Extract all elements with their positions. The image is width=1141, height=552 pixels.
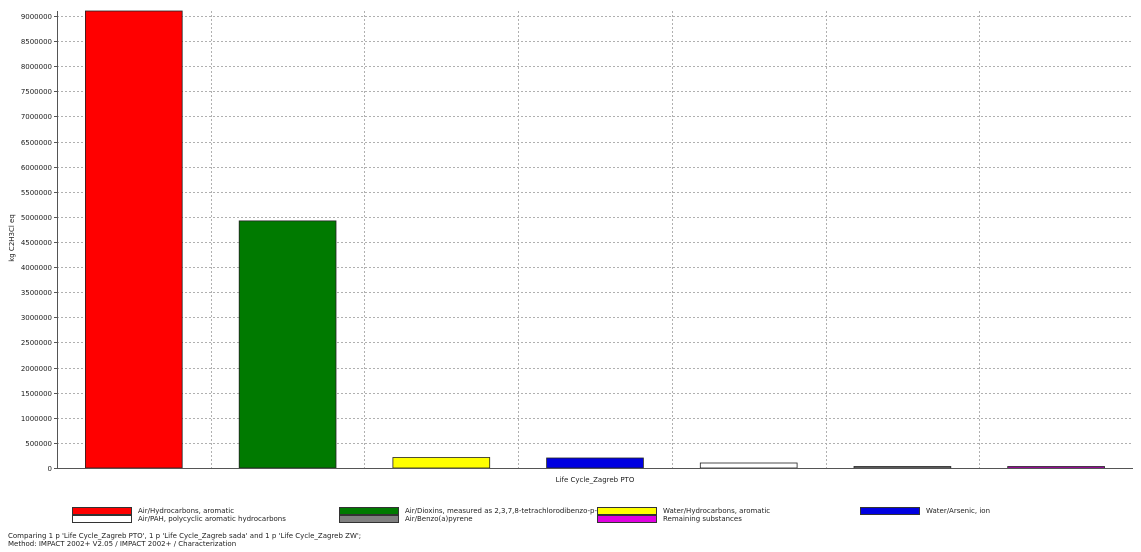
- y-tick-label: 6000000: [21, 164, 52, 172]
- legend-swatch: [860, 507, 920, 515]
- bar-5: [699, 462, 798, 469]
- y-tick-label: 4500000: [21, 239, 52, 247]
- legend-swatch: [597, 507, 657, 515]
- legend-label: Air/PAH, polycyclic aromatic hydrocarbon…: [138, 515, 286, 523]
- bar-1: [85, 10, 183, 469]
- legend-swatch: [72, 507, 132, 515]
- y-tick-label: 8000000: [21, 63, 52, 71]
- legend-item: Air/Benzo(a)pyrene: [339, 514, 473, 524]
- chart-grid: [57, 11, 1133, 468]
- chart-bars: [85, 10, 1105, 469]
- legend-item: Air/Dioxins, measured as 2,3,7,8-tetrach…: [339, 506, 618, 516]
- legend-label: Air/Dioxins, measured as 2,3,7,8-tetrach…: [405, 507, 618, 515]
- y-axis-label: kg C2H3Cl eq: [8, 214, 16, 262]
- y-tick-label: 6500000: [21, 139, 52, 147]
- legend-swatch: [339, 515, 399, 523]
- legend-label: Air/Benzo(a)pyrene: [405, 515, 473, 523]
- footer-method-text: Method: IMPACT 2002+ V2.05 / IMPACT 2002…: [8, 540, 237, 548]
- legend-label: Water/Hydrocarbons, aromatic: [663, 507, 771, 515]
- y-tick-label: 1500000: [21, 390, 52, 398]
- bar-2: [238, 220, 337, 469]
- y-tick-label: 8500000: [21, 38, 52, 46]
- y-tick-label: 5000000: [21, 214, 52, 222]
- y-tick-label: 7500000: [21, 88, 52, 96]
- x-axis-label: Life Cycle_Zagreb PTO: [556, 476, 635, 484]
- legend-swatch: [597, 515, 657, 523]
- y-tick-label: 4000000: [21, 264, 52, 272]
- bar-6: [853, 466, 952, 469]
- y-tick-label: 3000000: [21, 314, 52, 322]
- y-tick-label: 9000000: [21, 13, 52, 21]
- bar-7: [1007, 466, 1105, 469]
- y-tick-label: 7000000: [21, 113, 52, 121]
- y-tick-label: 1000000: [21, 415, 52, 423]
- bar-3: [392, 457, 491, 469]
- bar-chart: 0 500000 1000000 1500000 2000000 2500000 30000…: [8, 10, 1133, 484]
- y-tick-label: 5500000: [21, 189, 52, 197]
- y-tick-label: 500000: [25, 440, 52, 448]
- y-tick-label: 2500000: [21, 339, 52, 347]
- legend-item: Remaining substances: [597, 514, 742, 524]
- legend-label: Water/Arsenic, ion: [926, 507, 991, 515]
- legend-item: Air/PAH, polycyclic aromatic hydrocarbon…: [72, 514, 286, 524]
- legend-item: Water/Hydrocarbons, aromatic: [597, 506, 770, 516]
- legend-item: Water/Arsenic, ion: [860, 506, 990, 516]
- legend-swatch: [72, 515, 132, 523]
- legend-label: Remaining substances: [663, 515, 742, 523]
- y-tick-label: 0: [48, 465, 52, 473]
- y-tick-label: 2000000: [21, 365, 52, 373]
- footer-comparison-text: Comparing 1 p 'Life Cycle_Zagreb PTO', 1…: [8, 532, 362, 540]
- legend-label: Air/Hydrocarbons, aromatic: [138, 507, 235, 515]
- legend-swatch: [339, 507, 399, 515]
- bar-4: [546, 457, 644, 469]
- y-axis-ticks: 0 500000 1000000 1500000 2000000 2500000 30000…: [21, 13, 57, 473]
- y-tick-label: 3500000: [21, 289, 52, 297]
- legend-item: Air/Hydrocarbons, aromatic: [72, 506, 234, 516]
